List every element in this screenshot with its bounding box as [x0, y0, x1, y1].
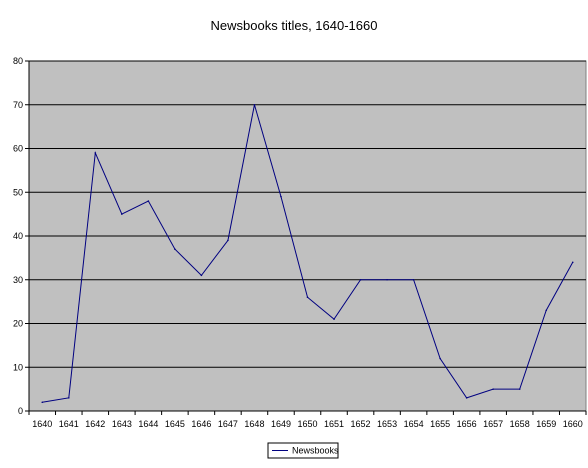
x-tick-label-1651: 1651 — [324, 419, 344, 429]
y-tick-label-0: 0 — [18, 406, 23, 416]
y-tick-label-60: 60 — [13, 144, 23, 154]
data-point-1643 — [121, 213, 123, 215]
x-tick-label-1641: 1641 — [59, 419, 79, 429]
data-point-1641 — [67, 397, 70, 399]
x-tick-label-1640: 1640 — [32, 419, 52, 429]
data-point-1648 — [253, 103, 256, 106]
x-tick-label-1654: 1654 — [404, 419, 424, 429]
plot-area: 0 10 20 30 40 50 60 70 80 1640 1641 1642 1643 1644 164… — [13, 56, 587, 429]
y-tick-label-40: 40 — [13, 231, 23, 241]
data-point-1660 — [571, 261, 574, 264]
x-tick-label-1649: 1649 — [271, 419, 291, 429]
x-tick-label-1658: 1658 — [510, 419, 530, 429]
legend-box — [267, 442, 339, 459]
chart-title: Newsbooks titles, 1640-1660 — [211, 18, 378, 33]
y-tick-label-70: 70 — [13, 100, 23, 110]
legend: Newsbooks — [267, 442, 339, 459]
x-tick-label-1660: 1660 — [563, 419, 583, 429]
x-tick-label-1659: 1659 — [536, 419, 556, 429]
x-tick-label-1653: 1653 — [377, 419, 397, 429]
x-tick-label-1650: 1650 — [297, 419, 317, 429]
data-point-1654 — [412, 278, 415, 281]
x-tick-label-1643: 1643 — [112, 419, 132, 429]
data-point-1651 — [333, 318, 335, 320]
data-point-1652 — [359, 278, 362, 281]
y-tick-label-80: 80 — [13, 56, 23, 66]
legend-label-newsbooks: Newsbooks — [292, 446, 339, 456]
data-point-1653 — [386, 278, 388, 281]
y-tick-label-50: 50 — [13, 187, 23, 197]
data-point-1656 — [465, 397, 468, 399]
x-tick-label-1648: 1648 — [244, 419, 264, 429]
x-tick-label-1657: 1657 — [483, 419, 503, 429]
x-tick-label-1655: 1655 — [430, 419, 450, 429]
y-tick-label-10: 10 — [13, 362, 23, 372]
x-tick-label-1652: 1652 — [351, 419, 371, 429]
x-tick-label-1647: 1647 — [218, 419, 238, 429]
data-point-1646 — [200, 274, 203, 277]
data-point-1650 — [306, 296, 309, 299]
data-point-1655 — [439, 357, 441, 360]
data-point-1647 — [227, 239, 229, 242]
data-point-1640 — [41, 401, 44, 404]
data-point-1649 — [280, 195, 282, 198]
x-tick-label-1644: 1644 — [138, 419, 158, 429]
data-point-1644 — [147, 200, 150, 202]
x-tick-label-1642: 1642 — [85, 419, 105, 429]
y-tick-label-30: 30 — [13, 275, 23, 285]
data-point-1659 — [545, 309, 548, 312]
x-tick-label-1646: 1646 — [191, 419, 211, 429]
x-tick-label-1645: 1645 — [165, 419, 185, 429]
data-point-1642 — [94, 152, 97, 154]
data-point-1657 — [492, 388, 494, 390]
y-tick-label-20: 20 — [13, 319, 23, 329]
x-tick-label-1656: 1656 — [457, 419, 477, 429]
data-point-1645 — [174, 248, 176, 250]
data-point-1658 — [518, 388, 521, 390]
